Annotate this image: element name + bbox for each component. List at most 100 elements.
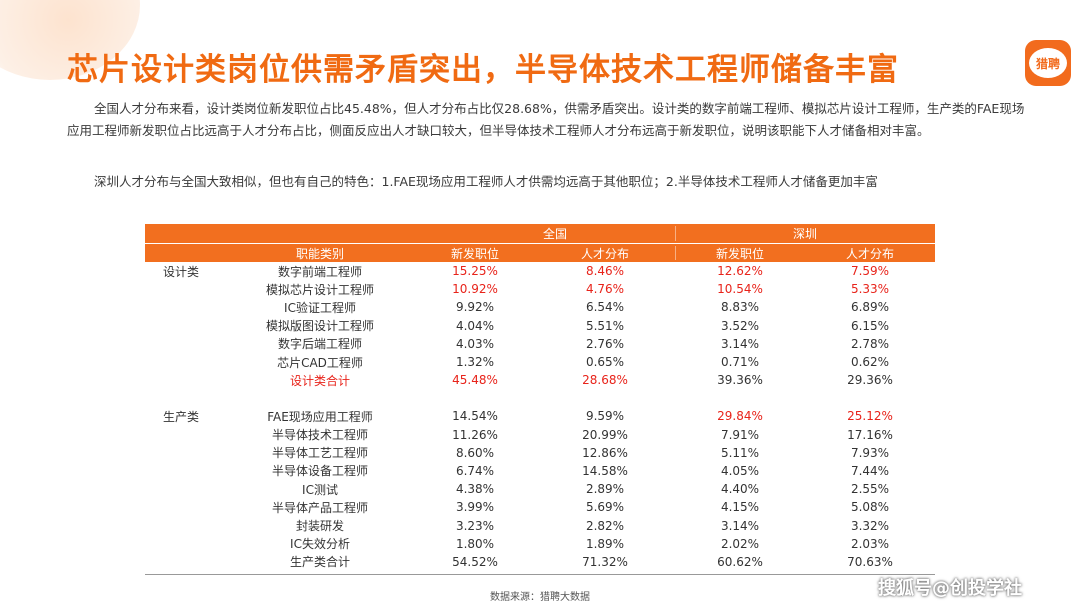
percent-cell: 1.32% — [455, 355, 495, 370]
percent-cell: 3.14% — [720, 336, 760, 351]
percent-cell: 12.86% — [582, 445, 628, 460]
percent-cell: 10.92% — [452, 282, 498, 297]
function-name-cell: IC验证工程师 — [284, 300, 356, 315]
percent-cell: 60.62% — [717, 554, 763, 569]
intro-paragraph-1: 全国人才分布来看，设计类岗位新发职位占比45.48%，但人才分布占比仅28.68… — [67, 98, 1032, 142]
percent-cell: 10.54% — [717, 282, 763, 297]
percent-cell: 15.25% — [452, 264, 498, 279]
table-row: 设计类 数字前端工程师 15.25% 8.46% 12.62% 7.59% — [145, 262, 935, 280]
percent-cell: 8.46% — [585, 264, 625, 279]
percent-cell: 0.65% — [585, 355, 625, 370]
sz-new-jobs-header: 新发职位 — [715, 246, 764, 261]
function-column-header: 职能类别 — [295, 246, 344, 261]
percent-cell: 45.48% — [452, 373, 498, 388]
percent-cell: 5.11% — [720, 445, 760, 460]
percent-cell: 3.99% — [455, 500, 495, 515]
watermark: 搜狐号@创投学社 — [878, 578, 1022, 599]
percent-cell: 25.12% — [847, 409, 893, 424]
percent-cell: 54.52% — [452, 554, 498, 569]
table-row: 模拟版图设计工程师 4.04% 5.51% 3.52% 6.15% — [145, 317, 935, 335]
table-row: IC失效分析 1.80% 1.89% 2.02% 2.03% — [145, 535, 935, 553]
percent-cell: 6.54% — [585, 300, 625, 315]
percent-cell: 4.38% — [455, 482, 495, 497]
percent-cell: 4.40% — [720, 482, 760, 497]
table-header-regions: 全国 深圳 — [145, 224, 935, 243]
percent-cell: 3.52% — [720, 318, 760, 333]
category-label: 设计类 — [163, 264, 200, 279]
table-bottom-border — [145, 574, 935, 575]
percent-cell: 3.32% — [850, 518, 890, 533]
percent-cell: 5.51% — [585, 318, 625, 333]
function-name-cell: 半导体工艺工程师 — [271, 446, 368, 461]
region-shenzhen-header: 深圳 — [792, 227, 817, 241]
percent-cell: 29.36% — [847, 373, 893, 388]
percent-cell: 4.03% — [455, 336, 495, 351]
table-row: 半导体产品工程师 3.99% 5.69% 4.15% 5.08% — [145, 498, 935, 516]
table-row: 半导体设备工程师 6.74% 14.58% 4.05% 7.44% — [145, 462, 935, 480]
percent-cell: 9.59% — [585, 409, 625, 424]
percent-cell: 14.54% — [452, 409, 498, 424]
percent-cell: 5.08% — [850, 500, 890, 515]
table-row: 半导体技术工程师 11.26% 20.99% 7.91% 17.16% — [145, 426, 935, 444]
intro-text-1: 全国人才分布来看，设计类岗位新发职位占比45.48%，但人才分布占比仅28.68… — [67, 101, 1025, 138]
percent-cell: 7.59% — [850, 264, 890, 279]
table-row: 模拟芯片设计工程师 10.92% 4.76% 10.54% 5.33% — [145, 280, 935, 298]
percent-cell: 39.36% — [717, 373, 763, 388]
percent-cell: 7.91% — [720, 427, 760, 442]
function-name-cell: 芯片CAD工程师 — [277, 355, 363, 370]
function-name-cell: 设计类合计 — [289, 373, 350, 388]
percent-cell: 29.84% — [717, 409, 763, 424]
function-name-cell: 模拟芯片设计工程师 — [265, 282, 374, 297]
data-source-note: 数据来源：猎聘大数据 — [490, 592, 590, 603]
percent-cell: 4.04% — [455, 318, 495, 333]
percent-cell: 2.55% — [850, 482, 890, 497]
percent-cell: 0.71% — [720, 355, 760, 370]
table-row: IC验证工程师 9.92% 6.54% 8.83% 6.89% — [145, 298, 935, 316]
function-name-cell: 半导体设备工程师 — [271, 464, 368, 479]
percent-cell: 2.02% — [720, 536, 760, 551]
percent-cell: 2.03% — [850, 536, 890, 551]
intro-paragraph-2: 深圳人才分布与全国大致相似，但也有自己的特色：1.FAE现场应用工程师人才供需均… — [67, 171, 1032, 193]
function-name-cell: 生产类合计 — [289, 555, 350, 570]
percent-cell: 3.23% — [455, 518, 495, 533]
function-name-cell: 数字前端工程师 — [277, 264, 362, 279]
function-name-cell: 模拟版图设计工程师 — [265, 319, 374, 334]
percent-cell: 5.33% — [850, 282, 890, 297]
percent-cell: 6.15% — [850, 318, 890, 333]
percent-cell: 1.89% — [585, 536, 625, 551]
table-row: 封装研发 3.23% 2.82% 3.14% 3.32% — [145, 516, 935, 534]
table-row: 数字后端工程师 4.03% 2.76% 3.14% 2.78% — [145, 335, 935, 353]
percent-cell: 6.74% — [455, 463, 495, 478]
table-row: 生产类 FAE现场应用工程师 14.54% 9.59% 29.84% 25.12% — [145, 407, 935, 425]
percent-cell: 2.76% — [585, 336, 625, 351]
intro-text-2: 深圳人才分布与全国大致相似，但也有自己的特色：1.FAE现场应用工程师人才供需均… — [94, 174, 878, 189]
percent-cell: 6.89% — [850, 300, 890, 315]
percent-cell: 20.99% — [582, 427, 628, 442]
percent-cell: 4.05% — [720, 463, 760, 478]
percent-cell: 2.82% — [585, 518, 625, 533]
percent-cell: 7.44% — [850, 463, 890, 478]
nat-talent-header: 人才分布 — [580, 246, 629, 261]
logo-text: 猎聘 — [1029, 48, 1067, 78]
function-name-cell: 半导体产品工程师 — [271, 500, 368, 515]
percent-cell: 2.89% — [585, 482, 625, 497]
percent-cell: 8.83% — [720, 300, 760, 315]
sz-talent-header: 人才分布 — [845, 246, 894, 261]
table-header-columns: 职能类别 新发职位 人才分布 新发职位 人才分布 — [145, 244, 935, 262]
table-row: 芯片CAD工程师 1.32% 0.65% 0.71% 0.62% — [145, 353, 935, 371]
percent-cell: 11.26% — [452, 427, 498, 442]
nat-new-jobs-header: 新发职位 — [450, 246, 499, 261]
function-name-cell: IC失效分析 — [290, 537, 350, 552]
category-label: 生产类 — [163, 409, 200, 424]
function-name-cell: 封装研发 — [295, 519, 344, 534]
table-row: IC测试 4.38% 2.89% 4.40% 2.55% — [145, 480, 935, 498]
percent-cell: 4.15% — [720, 500, 760, 515]
percent-cell: 7.93% — [850, 445, 890, 460]
percent-cell: 12.62% — [717, 264, 763, 279]
percent-cell: 17.16% — [847, 427, 893, 442]
region-nation-header: 全国 — [542, 227, 567, 241]
percent-cell: 2.78% — [850, 336, 890, 351]
function-name-cell: 数字后端工程师 — [277, 337, 362, 352]
function-name-cell: IC测试 — [302, 482, 338, 497]
design-rows: 设计类 数字前端工程师 15.25% 8.46% 12.62% 7.59% 模拟芯片设计工程… — [145, 262, 935, 389]
